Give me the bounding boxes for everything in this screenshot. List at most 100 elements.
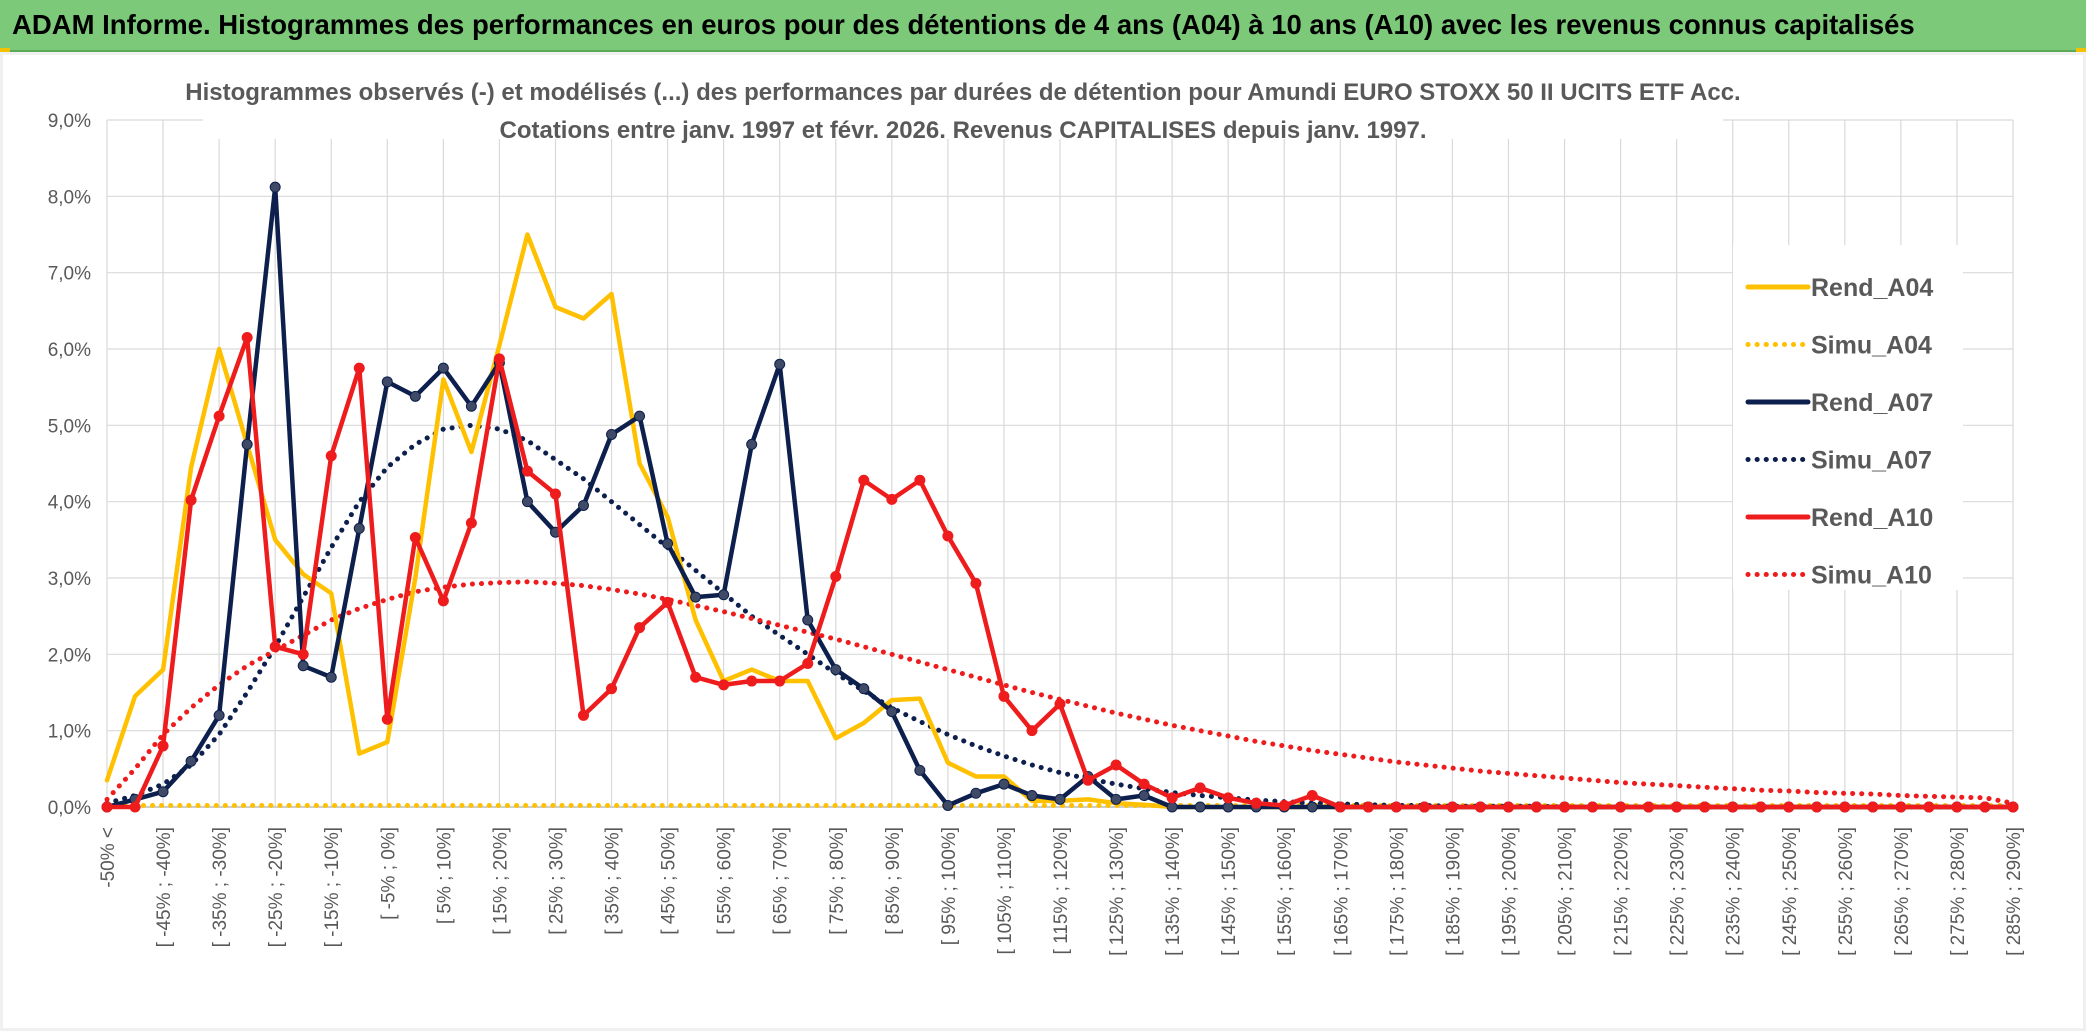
- x-tick-label: [ 165% ; 170%]: [1331, 827, 1352, 956]
- data-point-rend-a10: [297, 648, 309, 660]
- y-tick-label: 4,0%: [48, 493, 91, 514]
- x-tick-label: [ 285% ; 290%]: [2004, 827, 2025, 956]
- data-point-rend-a10: [1811, 801, 1823, 813]
- chart-frame: 0,0% 1,0% 2,0% 3,0% 4,0% 5,0% 6,0% 7,0% 8,0% 9,0%…: [0, 52, 2086, 1031]
- data-point-rend-a10: [942, 530, 954, 542]
- x-tick-label: [ 45% ; 50%]: [659, 827, 680, 935]
- banner-title: ADAM Informe. Histogrammes des performan…: [12, 9, 1915, 40]
- x-tick-label: [ 95% ; 100%]: [939, 827, 960, 945]
- data-point-rend-a07: [1138, 790, 1150, 802]
- y-tick-label: 7,0%: [48, 264, 91, 285]
- legend-label-rend-a07: Rend_A07: [1811, 389, 1933, 417]
- data-point-rend-a07: [634, 410, 646, 422]
- x-tick-label: [ 195% ; 200%]: [1499, 827, 1520, 956]
- data-point-rend-a10: [578, 709, 589, 721]
- data-point-rend-a10: [521, 465, 533, 477]
- data-point-rend-a07: [606, 428, 618, 440]
- x-axis: -50% < [ -45% ; -40%] [ -35% ; -30%] [ -25%…: [98, 806, 2025, 956]
- data-point-rend-a07: [886, 706, 898, 718]
- chart-titles: Histogrammes observés (-) et modélisés (…: [185, 77, 1741, 144]
- x-tick-label: [ 265% ; 270%]: [1892, 827, 1913, 956]
- y-axis: 0,0% 1,0% 2,0% 3,0% 4,0% 5,0% 6,0% 7,0% 8,0% 9,0%: [48, 111, 91, 819]
- data-point-rend-a07: [662, 538, 674, 550]
- x-tick-label: [ 255% ; 260%]: [1836, 827, 1857, 956]
- data-point-rend-a10: [1110, 759, 1122, 771]
- y-tick-label: 6,0%: [48, 340, 91, 361]
- corner-accent-left: [0, 48, 10, 53]
- data-point-rend-a10: [1531, 801, 1542, 813]
- data-point-rend-a10: [465, 517, 477, 529]
- data-point-rend-a10: [1951, 801, 1963, 813]
- data-point-rend-a10: [493, 353, 505, 365]
- legend-label-simu-a10: Simu_A10: [1811, 562, 1932, 590]
- data-point-rend-a07: [1166, 801, 1178, 813]
- data-point-rend-a10: [1923, 801, 1935, 813]
- data-point-rend-a10: [1026, 725, 1038, 737]
- y-tick-label: 2,0%: [48, 645, 91, 666]
- data-point-rend-a07: [746, 438, 758, 450]
- x-tick-label: [ 175% ; 180%]: [1387, 827, 1408, 956]
- data-point-rend-a10: [802, 657, 814, 669]
- data-point-rend-a10: [1474, 801, 1486, 813]
- y-tick-label: 5,0%: [48, 416, 91, 437]
- data-point-rend-a07: [521, 496, 533, 508]
- legend-label-rend-a04: Rend_A04: [1811, 274, 1933, 302]
- x-tick-label: [ -35% ; -30%]: [210, 827, 231, 947]
- data-point-rend-a10: [1222, 792, 1234, 804]
- x-tick-label: [ 235% ; 240%]: [1724, 827, 1745, 956]
- data-point-rend-a10: [101, 801, 113, 813]
- x-tick-label: [ -45% ; -40%]: [154, 827, 175, 947]
- data-point-rend-a07: [297, 660, 309, 672]
- data-point-rend-a10: [1755, 801, 1767, 813]
- data-point-rend-a10: [1446, 801, 1458, 813]
- data-point-rend-a07: [858, 683, 870, 695]
- x-tick-label: [ 215% ; 220%]: [1612, 827, 1633, 956]
- x-tick-label: -50% <: [98, 827, 119, 888]
- data-point-rend-a07: [998, 778, 1010, 790]
- data-point-rend-a10: [353, 362, 365, 374]
- data-point-rend-a10: [549, 488, 561, 500]
- data-point-rend-a10: [1867, 801, 1879, 813]
- x-tick-label: [ 145% ; 150%]: [1219, 827, 1240, 956]
- x-tick-label: [ 105% ; 110%]: [995, 827, 1016, 954]
- legend-background: [1733, 245, 1963, 590]
- data-point-rend-a10: [718, 679, 730, 691]
- data-point-rend-a10: [325, 450, 337, 462]
- y-tick-label: 9,0%: [48, 111, 91, 132]
- data-point-rend-a10: [1278, 799, 1290, 811]
- data-point-rend-a07: [1194, 801, 1206, 813]
- data-point-rend-a10: [1699, 801, 1711, 813]
- legend-label-simu-a04: Simu_A04: [1811, 332, 1932, 360]
- y-tick-label: 3,0%: [48, 569, 91, 590]
- chart-subtitle: Cotations entre janv. 1997 et févr. 2026…: [499, 117, 1426, 144]
- data-point-rend-a07: [1110, 793, 1122, 805]
- data-point-rend-a07: [269, 181, 281, 193]
- x-tick-label: [ 155% ; 160%]: [1275, 827, 1296, 956]
- data-point-rend-a10: [1362, 801, 1374, 813]
- data-point-rend-a07: [381, 376, 393, 388]
- x-tick-label: [ -15% ; -10%]: [322, 827, 343, 947]
- data-point-rend-a10: [1587, 801, 1599, 813]
- data-point-rend-a10: [1783, 801, 1795, 813]
- data-point-rend-a07: [914, 764, 926, 776]
- legend: Rend_A04 Simu_A04 Rend_A07 Simu_A07 Rend_A10…: [1733, 245, 1963, 590]
- data-point-rend-a07: [325, 671, 337, 683]
- data-point-rend-a10: [213, 410, 225, 422]
- data-point-rend-a10: [241, 332, 253, 344]
- data-point-rend-a07: [690, 591, 702, 603]
- data-point-rend-a07: [213, 709, 225, 721]
- x-tick-label: [ 25% ; 30%]: [546, 827, 567, 935]
- data-point-rend-a10: [858, 474, 870, 486]
- data-point-rend-a10: [914, 474, 926, 486]
- data-point-rend-a10: [409, 532, 421, 544]
- data-point-rend-a10: [1895, 801, 1907, 813]
- data-point-rend-a10: [1643, 801, 1655, 813]
- y-tick-label: 8,0%: [48, 187, 91, 208]
- data-point-rend-a10: [1615, 801, 1627, 813]
- data-point-rend-a10: [185, 494, 197, 506]
- data-point-rend-a07: [437, 362, 449, 374]
- data-point-rend-a10: [774, 675, 786, 687]
- performance-histogram-chart: 0,0% 1,0% 2,0% 3,0% 4,0% 5,0% 6,0% 7,0% 8,0% 9,0%…: [48, 77, 2025, 956]
- data-point-rend-a10: [1166, 792, 1178, 804]
- data-point-rend-a10: [1194, 782, 1206, 794]
